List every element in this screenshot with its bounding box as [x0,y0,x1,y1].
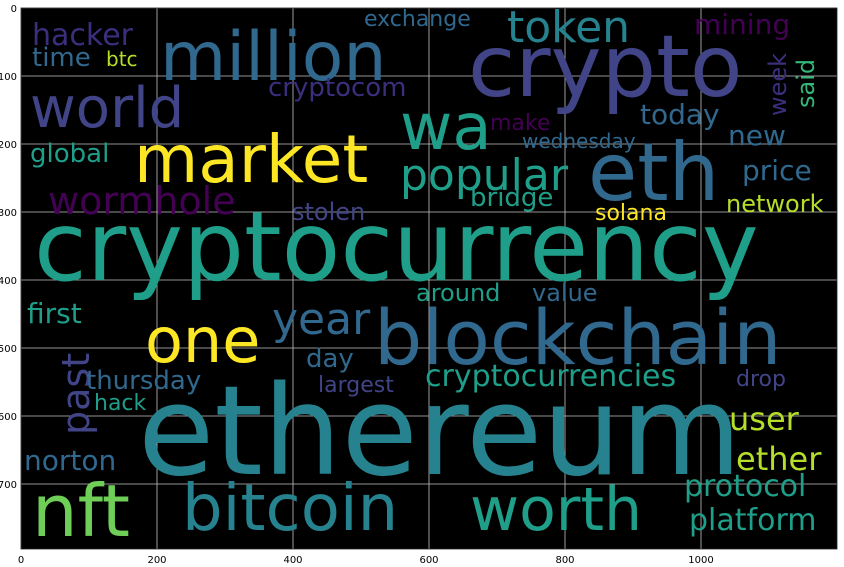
word-cryptocurrency: cryptocurrency [34,191,759,303]
word-nft: nft [32,469,130,553]
y-tick-label: 100 [0,72,17,83]
word-world: world [30,76,184,141]
word-bridge: bridge [470,183,553,213]
y-tick-label: 300 [0,208,17,219]
word-worth: worth [470,475,642,545]
word-network: network [726,190,824,218]
word-blockchain: blockchain [374,293,781,382]
word-wednesday: wednesday [522,129,636,153]
word-million: million [160,18,387,97]
word-ether: ether [736,440,822,478]
word-value: value [532,279,598,307]
wordcloud-plot-area: cryptocurrency ethereum crypto million marke… [20,2,838,553]
word-market: market [134,121,368,198]
x-tick-label: 200 [147,555,166,566]
word-thursday: thursday [86,366,201,396]
word-stolen: stolen [292,198,365,226]
word-around: around [416,279,500,307]
word-hacker: hacker [32,18,134,53]
gridlines [20,7,837,549]
y-tick-label: 500 [0,344,17,355]
word-first: first [27,297,82,330]
word-bitcoin: bitcoin [182,472,398,546]
word-year: year [272,294,371,345]
word-today: today [640,98,720,131]
x-tick-label: 600 [419,555,438,566]
x-tick-label: 1000 [688,555,713,566]
word-protocol: protocol [684,469,806,504]
word-norton: norton [24,444,116,477]
word-hack: hack [94,391,147,416]
x-axis: 0 200 400 600 800 1000 [18,555,714,566]
word-btc: btc [106,47,138,71]
word-drop: drop [736,367,786,392]
y-tick-label: 400 [0,276,17,287]
y-axis: 0 100 200 300 400 500 600 700 [0,4,17,491]
x-tick-label: 400 [283,555,302,566]
word-ethereum: ethereum [138,360,742,504]
word-one: one [145,304,260,377]
word-wa: wa [400,91,492,165]
word-largest: largest [318,373,394,398]
word-week: week [764,53,792,116]
y-tick-label: 700 [0,480,17,491]
word-price: price [742,154,812,187]
word-new: new [728,119,786,152]
y-tick-label: 600 [0,412,17,423]
word-layer: cryptocurrency ethereum crypto million marke… [24,2,824,553]
word-past: past [54,353,98,435]
word-said: said [792,59,820,108]
word-mining: mining [694,8,790,41]
word-cryptocom: cryptocom [268,73,407,103]
word-wormhole: wormhole [48,179,236,223]
word-user: user [729,400,800,438]
word-global: global [30,139,109,169]
x-tick-label: 800 [555,555,574,566]
word-crypto: crypto [468,17,742,117]
word-platform: platform [689,503,816,538]
y-tick-label: 200 [0,140,17,151]
plot-frame [20,7,838,550]
y-tick-label: 0 [11,4,17,15]
word-day: day [306,344,354,374]
x-tick-label: 0 [18,555,24,566]
word-cryptocurrencies: cryptocurrencies [425,359,676,394]
word-eth: eth [588,126,719,219]
word-exchange: exchange [364,7,471,32]
word-time: time [32,43,91,73]
word-popular: popular [400,150,569,201]
word-make: make [490,111,550,136]
word-solana: solana [595,201,667,226]
word-token: token [507,2,630,53]
